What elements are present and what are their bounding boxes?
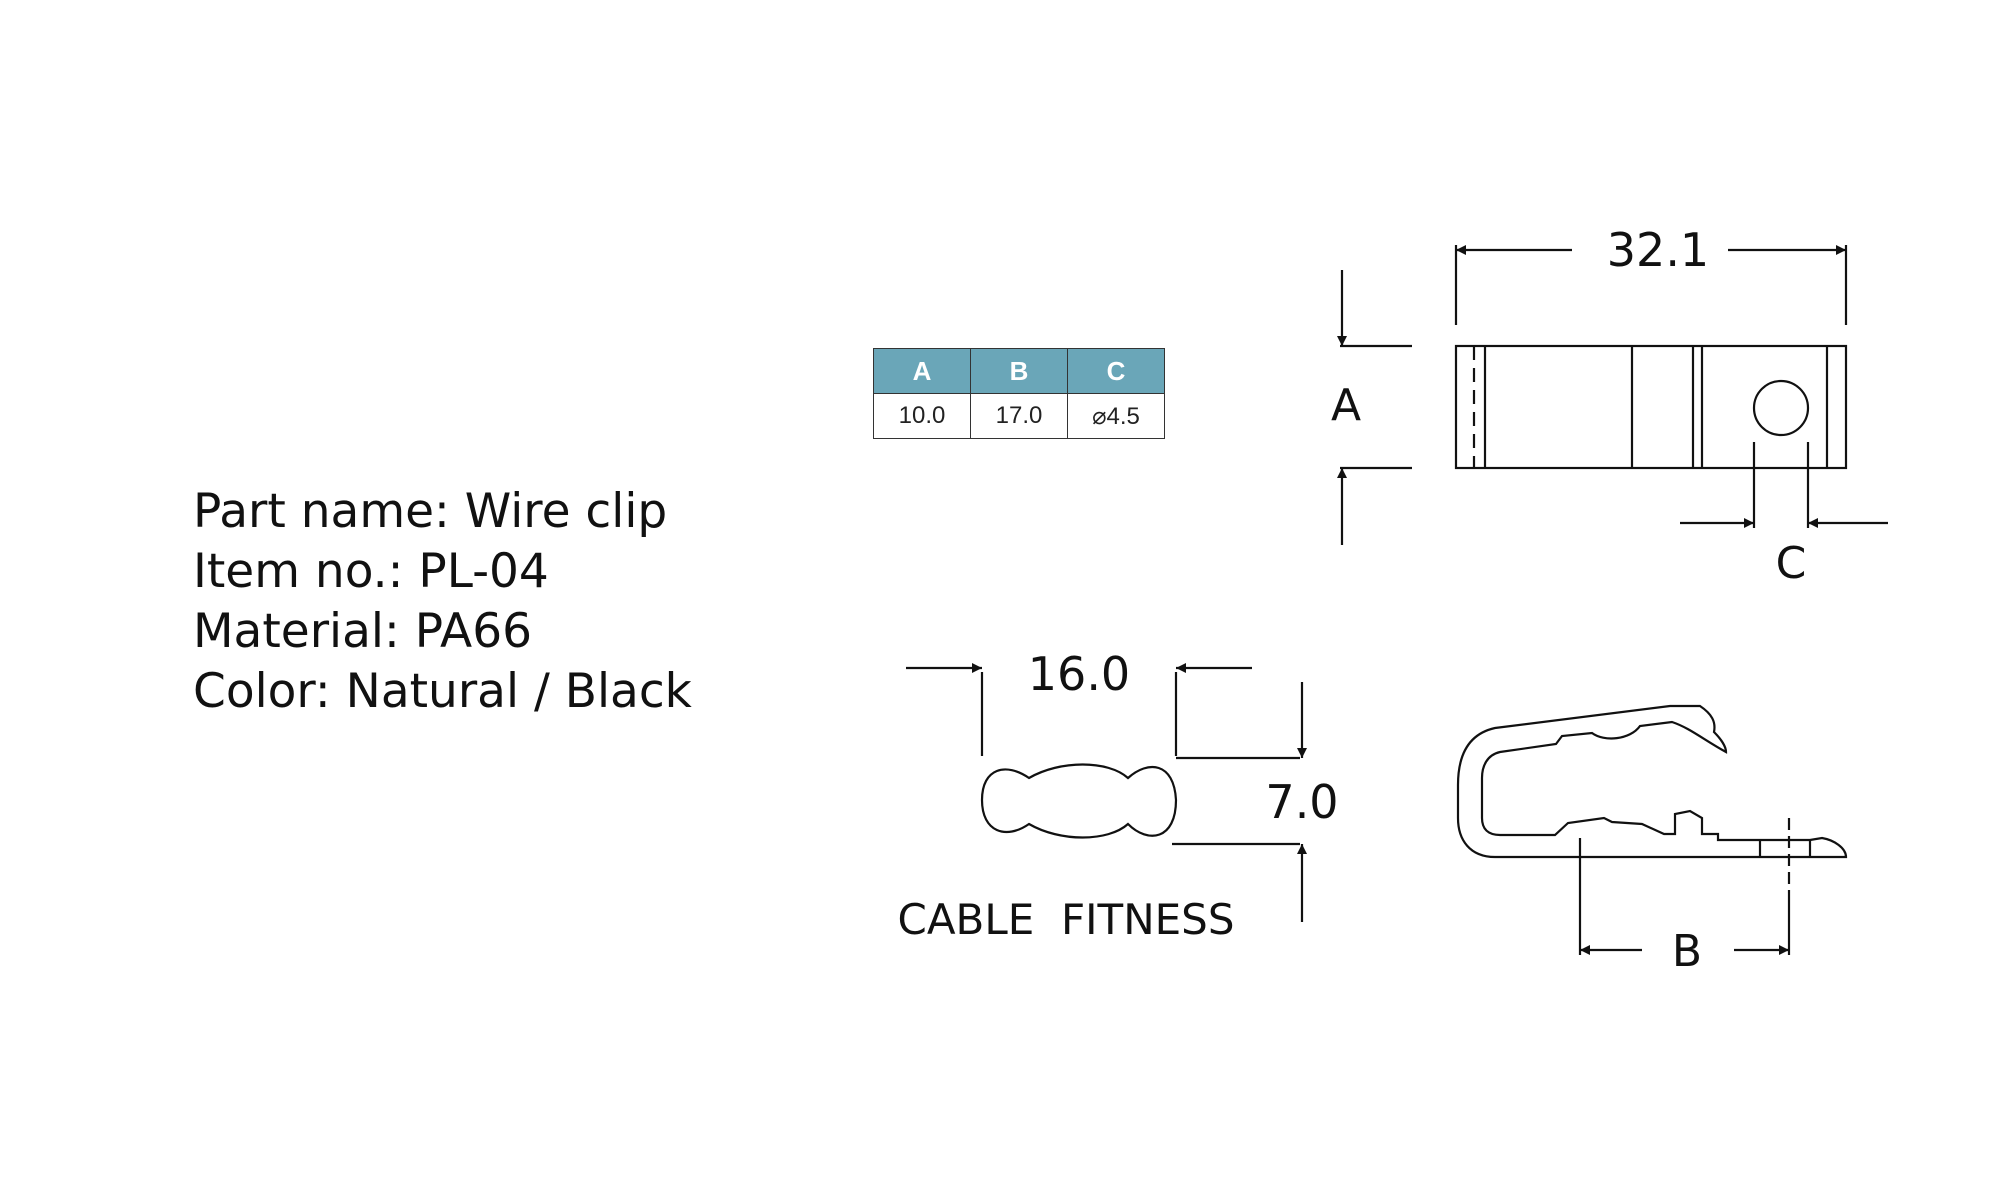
- dimension-length: [1454, 245, 1848, 325]
- dimension-b: [1578, 838, 1791, 955]
- dimension-height: [1172, 682, 1307, 922]
- dimension-table: A B C 10.0 17.0 ⌀4.5: [873, 348, 1165, 439]
- top-view-drawing: [1454, 344, 1848, 470]
- dimension-width-label: 16.0: [1028, 647, 1130, 701]
- color-text: Color: Natural / Black: [193, 664, 692, 719]
- mounting-hole: [1752, 379, 1810, 437]
- dimension-table-header-row: A B C: [873, 348, 1165, 394]
- dimension-b-label: B: [1672, 926, 1702, 977]
- dimension-value-a: 10.0: [873, 393, 971, 439]
- dimension-header-a: A: [873, 348, 971, 394]
- cable-fitness-profile: [980, 763, 1178, 839]
- part-spec-block: Part name: Wire clip Item no.: PL-04 Mat…: [193, 482, 692, 722]
- part-name-text: Part name: Wire clip: [193, 484, 668, 539]
- dimension-table-value-row: 10.0 17.0 ⌀4.5: [873, 393, 1165, 439]
- dimension-header-c: C: [1067, 348, 1165, 394]
- item-number-text: Item no.: PL-04: [193, 544, 549, 599]
- dimension-value-b: 17.0: [970, 393, 1068, 439]
- material-text: Material: PA66: [193, 604, 533, 659]
- dimension-c: [1680, 442, 1888, 528]
- dimension-height-label: 7.0: [1265, 775, 1338, 829]
- cable-fitness-caption: CABLE FITNESS: [898, 895, 1235, 944]
- dimension-a: [1337, 270, 1412, 545]
- dimension-a-label: A: [1331, 380, 1361, 431]
- side-view-drawing: [1456, 704, 1848, 893]
- dimension-width: [906, 663, 1252, 756]
- dimension-value-c: ⌀4.5: [1067, 393, 1165, 439]
- dimension-c-label: C: [1776, 538, 1807, 589]
- dimension-length-label: 32.1: [1607, 223, 1709, 277]
